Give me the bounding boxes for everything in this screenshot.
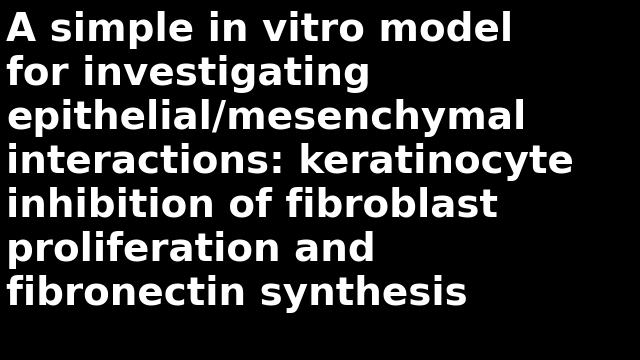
Text: A simple in vitro model
for investigating
epithelial/mesenchymal
interactions: k: A simple in vitro model for investigatin…: [6, 11, 574, 313]
